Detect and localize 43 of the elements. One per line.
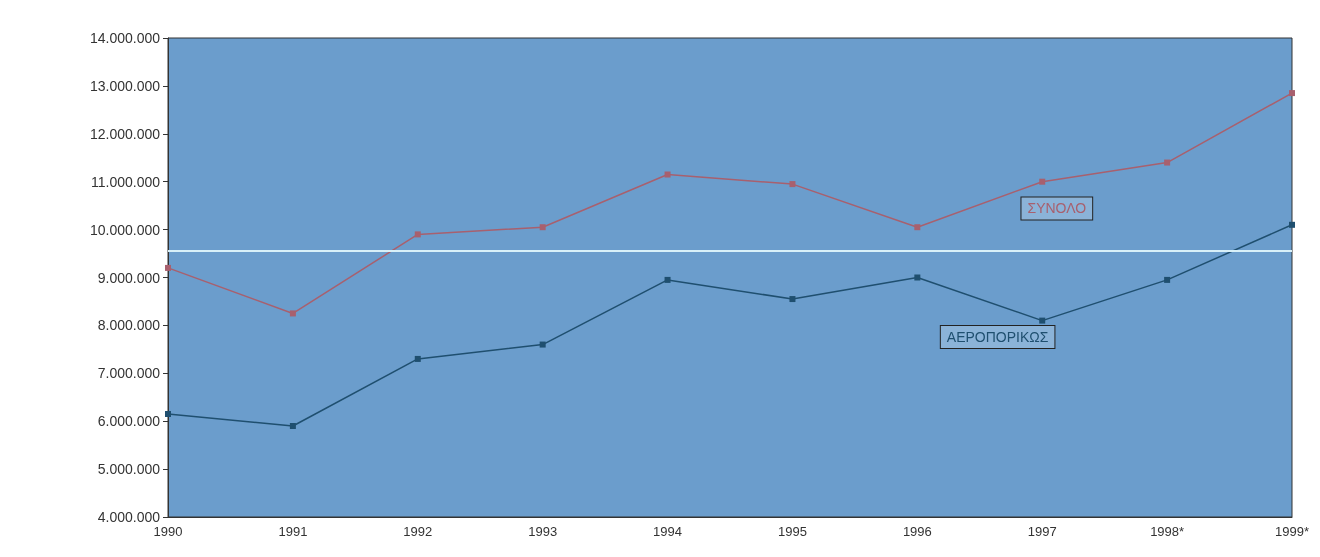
x-tick-label: 1991 — [278, 524, 308, 539]
point — [1039, 178, 1046, 185]
point — [1164, 276, 1171, 283]
y-tick-label: 8.000.000 — [97, 317, 161, 334]
point — [539, 224, 546, 231]
point — [289, 422, 296, 429]
y-tick-label: 14.000.000 — [89, 30, 161, 46]
y-tick-label: 6.000.000 — [97, 413, 161, 430]
y-tick-label: 4.000.000 — [97, 509, 161, 525]
point — [664, 171, 671, 178]
point — [789, 181, 796, 188]
x-tick-label: 1995 — [777, 524, 807, 539]
y-tick-label: 13.000.000 — [89, 77, 161, 94]
y-tick-label: 5.000.000 — [97, 461, 161, 478]
point — [414, 231, 421, 238]
y-tick-label: 11.000.000 — [90, 173, 161, 190]
x-tick-label: 1999* — [1275, 524, 1309, 539]
y-tick-label: 7.000.000 — [97, 365, 161, 382]
point — [289, 310, 296, 317]
y-tick-label: 9.000.000 — [97, 269, 161, 286]
point — [414, 355, 421, 362]
point — [165, 411, 171, 418]
point — [1289, 90, 1296, 97]
point — [1289, 221, 1296, 228]
x-tick-label: 1994 — [653, 524, 683, 539]
point — [1039, 317, 1046, 324]
series-label: ΣΥΝΟΛΟ — [1027, 200, 1087, 217]
x-tick-label: 1996 — [902, 524, 932, 539]
point — [539, 341, 546, 348]
point — [664, 276, 671, 283]
x-tick-label: 1997 — [1027, 524, 1057, 539]
point — [1164, 159, 1171, 166]
x-tick-label: 1992 — [403, 524, 433, 539]
point — [914, 274, 921, 281]
point — [165, 264, 171, 271]
point — [914, 224, 921, 231]
x-tick-label: 1993 — [528, 524, 558, 539]
point — [789, 296, 796, 303]
x-tick-label: 1990 — [153, 524, 183, 539]
y-tick-label: 10.000.000 — [89, 221, 161, 238]
x-tick-label: 1998* — [1150, 524, 1185, 539]
series-label: ΑΕΡΟΠΟΡΙΚΩΣ — [946, 329, 1049, 346]
y-tick-label: 12.000.000 — [89, 125, 161, 142]
